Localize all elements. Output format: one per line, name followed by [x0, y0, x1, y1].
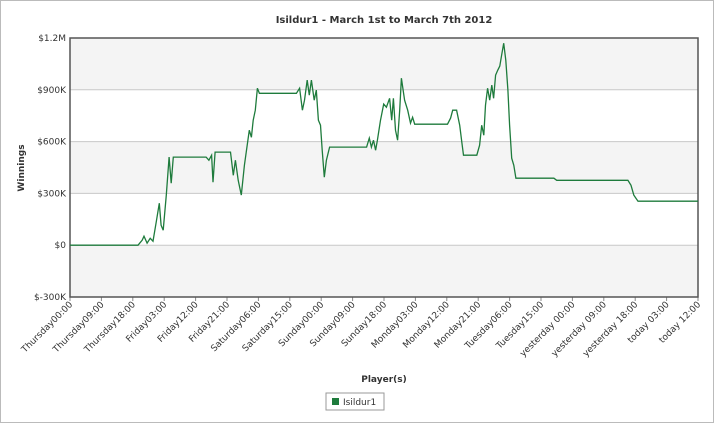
series-line	[70, 43, 698, 246]
y-tick-label: $600K	[37, 138, 67, 148]
grid-band	[70, 38, 698, 90]
legend-label: Isildur1	[343, 398, 376, 408]
legend-swatch	[332, 398, 339, 405]
grid-band	[70, 245, 698, 297]
legend-box	[325, 392, 385, 411]
y-tick-label: $-300K	[34, 293, 67, 303]
y-tick-label: $1.2M	[38, 34, 66, 44]
y-axis-title: Winnings	[17, 144, 27, 191]
y-tick-label: $900K	[37, 86, 67, 96]
grid-band	[70, 141, 698, 194]
chart-title: Isildur1 - March 1st to March 7th 2012	[276, 15, 493, 26]
x-axis-title: Player(s)	[361, 375, 406, 385]
y-tick-label: $300K	[37, 189, 67, 199]
y-tick-label: $0	[55, 241, 67, 251]
plot-border	[69, 37, 699, 298]
